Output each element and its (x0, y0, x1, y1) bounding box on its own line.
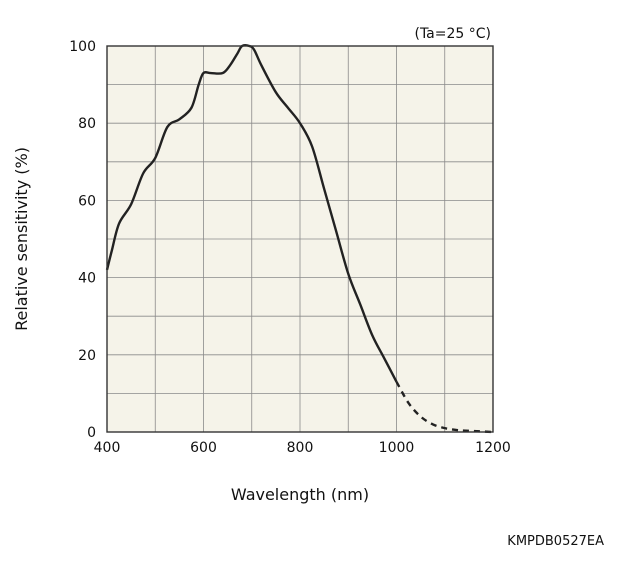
x-tick-label: 400 (94, 440, 121, 456)
temperature-condition: (Ta=25 °C) (414, 26, 491, 42)
x-tick-label: 600 (190, 440, 217, 456)
x-tick-label: 1200 (475, 440, 511, 456)
y-tick-label: 0 (87, 425, 96, 441)
sensitivity-curve-dashed (395, 381, 494, 434)
y-tick-label: 20 (78, 348, 96, 364)
y-tick-label: 60 (78, 193, 96, 209)
y-tick-label: 80 (78, 116, 96, 132)
x-tick-label: 1000 (379, 440, 415, 456)
y-axis-title: Relative sensitivity (%) (12, 147, 31, 331)
plot-frame (106, 45, 494, 433)
x-tick-labels: 400 600 800 1000 1200 (94, 440, 511, 456)
sensitivity-curves (105, 44, 494, 434)
y-tick-labels: 0 20 40 60 80 100 (69, 39, 96, 441)
y-tick-label: 40 (78, 271, 96, 287)
x-axis-title: Wavelength (nm) (231, 485, 369, 504)
sensitivity-curve-solid (105, 44, 398, 383)
y-tick-label: 100 (69, 39, 96, 55)
figure-code: KMPDB0527EA (507, 534, 604, 549)
x-tick-label: 800 (287, 440, 314, 456)
